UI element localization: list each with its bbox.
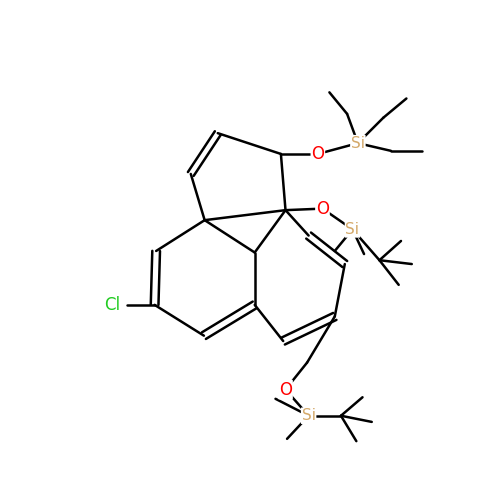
Text: O: O [279,380,292,398]
Text: O: O [316,200,329,218]
Text: Si: Si [346,222,360,237]
Text: Cl: Cl [104,296,120,314]
Text: O: O [312,145,324,163]
Text: Si: Si [302,408,316,423]
Text: Si: Si [351,136,365,150]
